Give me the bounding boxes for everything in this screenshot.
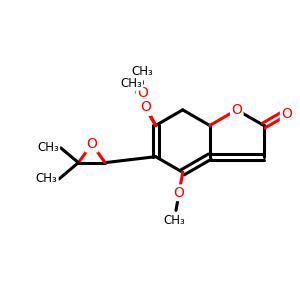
Text: CH₃: CH₃ <box>120 76 142 89</box>
Text: O: O <box>140 100 151 115</box>
Text: CH₃: CH₃ <box>36 172 58 185</box>
Text: O: O <box>231 103 242 117</box>
Text: O: O <box>281 107 292 121</box>
Text: CH₃: CH₃ <box>37 141 59 154</box>
Text: CH₃: CH₃ <box>163 214 185 227</box>
Text: O: O <box>174 186 184 200</box>
Text: O: O <box>86 137 97 151</box>
Text: CH₃: CH₃ <box>131 65 153 79</box>
Text: O: O <box>137 86 148 100</box>
